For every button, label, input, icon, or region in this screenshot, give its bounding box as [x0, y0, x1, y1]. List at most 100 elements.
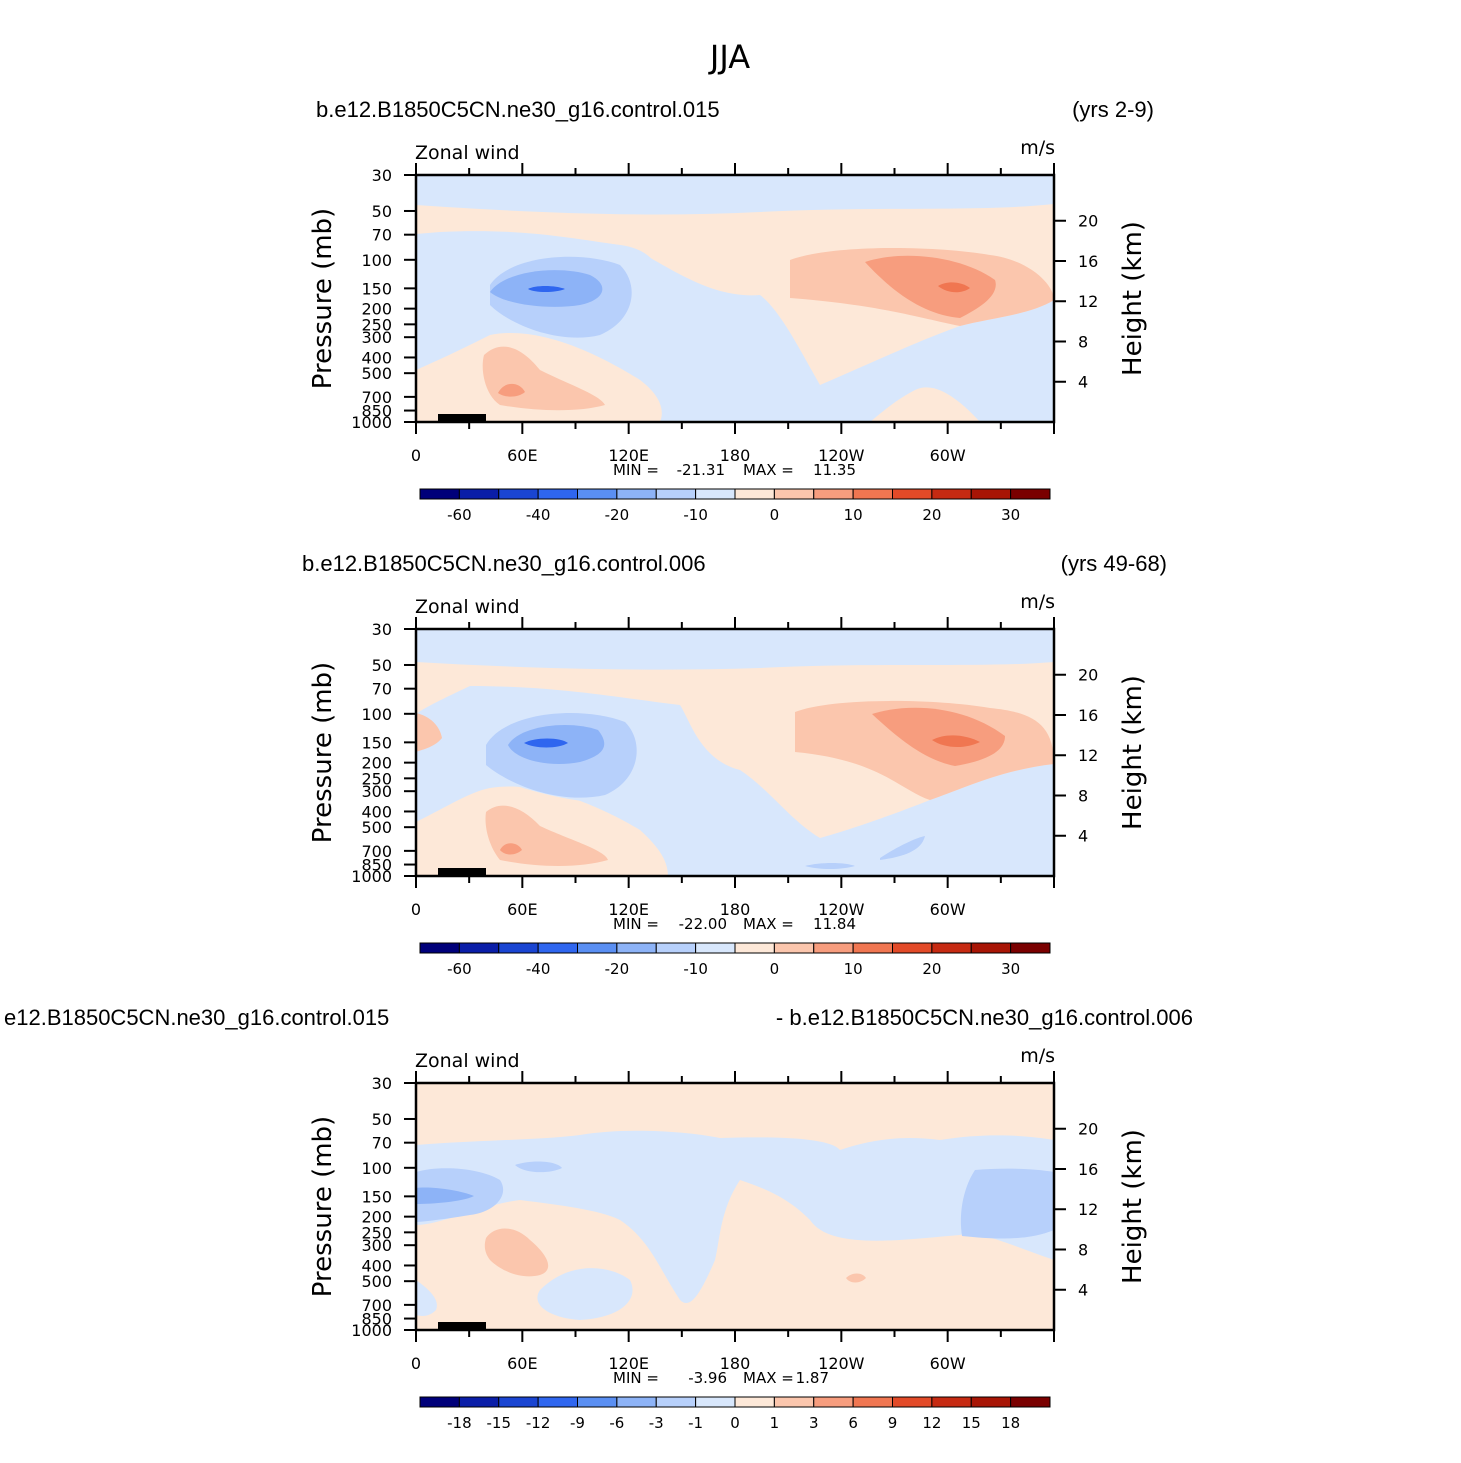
y-tick-label: 300	[361, 1236, 392, 1255]
y-tick-label: 200	[361, 300, 392, 319]
colorbar-label: 1	[770, 1414, 780, 1432]
y-tick-label: 30	[372, 166, 392, 185]
x-tick-label: 120W	[818, 1354, 865, 1373]
y-tick-label: 100	[361, 1159, 392, 1178]
x-tick-label: 60E	[507, 1354, 537, 1373]
colorbar-box	[892, 1396, 933, 1408]
y-tick-label: 300	[361, 328, 392, 347]
colorbar-box	[419, 488, 460, 500]
colorbar-box	[655, 942, 697, 954]
y-tick-label: 200	[361, 1208, 392, 1227]
y-tick-label: 700	[361, 842, 392, 861]
colorbar-box	[931, 942, 972, 954]
colorbar-label: 0	[770, 960, 780, 978]
contour-positive-jet-2	[865, 255, 996, 318]
y-right-tick-label: 12	[1078, 746, 1098, 765]
x-tick-label: 60W	[930, 446, 966, 465]
colorbar-label: 12	[922, 1414, 941, 1432]
panel-2-field-label: Zonal wind	[415, 596, 520, 618]
colorbar-label: -18	[447, 1414, 472, 1432]
colorbar-box	[616, 1396, 657, 1408]
y-tick-label: 700	[361, 1296, 392, 1315]
colorbar-box	[695, 942, 736, 954]
colorbar-box	[537, 942, 578, 954]
panel-2-right-title: (yrs 49-68)	[1061, 551, 1167, 576]
colorbar-label: -3	[649, 1414, 664, 1432]
panel-3-min-label: MIN =	[613, 1369, 659, 1387]
y-tick-label: 70	[372, 1134, 392, 1153]
panel-3-left-title: e12.B1850C5CN.ne30_g16.control.015	[4, 1005, 389, 1030]
y-right-tick-label: 12	[1078, 292, 1098, 311]
colorbar-label: 10	[844, 506, 863, 524]
panel-1-right-title: (yrs 2-9)	[1072, 97, 1154, 122]
panel-2-max-label: MAX =	[743, 915, 794, 933]
y-right-tick-label: 20	[1078, 212, 1098, 231]
colorbar-label: 0	[770, 506, 780, 524]
colorbar-label: 20	[922, 960, 941, 978]
y-tick-label: 250	[361, 1223, 392, 1242]
panel-2-contour-field	[416, 629, 1054, 876]
x-tick-label: 60W	[930, 1354, 966, 1373]
contour-negative-jet-3	[524, 738, 568, 748]
y-tick-label: 70	[372, 226, 392, 245]
colorbar-box	[695, 1396, 736, 1408]
y-right-tick-label: 8	[1078, 332, 1088, 351]
colorbar-label: -12	[526, 1414, 551, 1432]
x-tick-label: 120E	[608, 900, 649, 919]
x-tick-label: 120W	[818, 900, 865, 919]
colorbar-box	[970, 1396, 1012, 1408]
colorbar-box	[1010, 488, 1051, 500]
y-tick-label: 400	[361, 1256, 392, 1275]
topography	[438, 1322, 486, 1330]
contour-positive-small	[846, 1273, 866, 1283]
contour-positive-lower-2	[498, 383, 525, 397]
y-right-tick-label: 20	[1078, 1120, 1098, 1139]
y-axis-label: Pressure (mb)	[308, 1116, 338, 1297]
y-tick-label: 50	[372, 1110, 392, 1129]
contour-negative-left-low	[416, 1280, 437, 1316]
contour-negative-upper	[416, 1130, 1054, 1304]
panel-3-min-value: -3.96	[688, 1369, 727, 1387]
contour-positive-surface	[870, 387, 980, 422]
y-right-axis-label: Height (km)	[1118, 221, 1148, 376]
y-tick-label: 850	[361, 402, 392, 421]
panel-3-colorbar: -18 -15 -12 -9 -6 -3 -1 0 1 3 6 9 12 15 18	[419, 1396, 1051, 1432]
x-tick-label: 60W	[930, 900, 966, 919]
colorbar-box	[695, 488, 736, 500]
colorbar-box	[655, 488, 697, 500]
colorbar-label: -40	[526, 506, 551, 524]
colorbar-box	[773, 488, 815, 500]
panel-1-min-value: -21.31	[677, 461, 725, 479]
colorbar-box	[773, 1396, 815, 1408]
y-tick-label: 50	[372, 656, 392, 675]
panel-1-field-label: Zonal wind	[415, 142, 520, 164]
colorbar-label: -10	[683, 960, 708, 978]
colorbar-box	[458, 1396, 500, 1408]
x-tick-label: 60E	[507, 900, 537, 919]
contour-positive-lower-2	[500, 843, 522, 855]
y-tick-label: 1000	[351, 1321, 392, 1340]
y-axis-label: Pressure (mb)	[308, 208, 338, 389]
colorbar-label: -20	[605, 960, 630, 978]
colorbar-box	[577, 1396, 618, 1408]
topography	[438, 414, 486, 422]
panel-2-left-title: b.e12.B1850C5CN.ne30_g16.control.006	[302, 551, 706, 576]
panel-1-left-title: b.e12.B1850C5CN.ne30_g16.control.015	[316, 97, 720, 122]
x-tick-label: 120E	[608, 1354, 649, 1373]
colorbar-label: -6	[609, 1414, 624, 1432]
panel-2: b.e12.B1850C5CN.ne30_g16.control.006 (yr…	[302, 551, 1167, 978]
y-tick-label: 500	[361, 1272, 392, 1291]
colorbar-label: 20	[922, 506, 941, 524]
panel-3: e12.B1850C5CN.ne30_g16.control.015 - b.e…	[4, 1005, 1193, 1432]
contour-negative-east	[960, 1168, 1054, 1239]
colorbar-box	[852, 942, 893, 954]
contour-positive-left	[416, 713, 442, 752]
colorbar-box	[970, 488, 1012, 500]
x-tick-label: 0	[411, 446, 421, 465]
contour-positive-jet-3	[932, 735, 980, 748]
y-tick-label: 500	[361, 364, 392, 383]
y-tick-label: 150	[361, 1187, 392, 1206]
